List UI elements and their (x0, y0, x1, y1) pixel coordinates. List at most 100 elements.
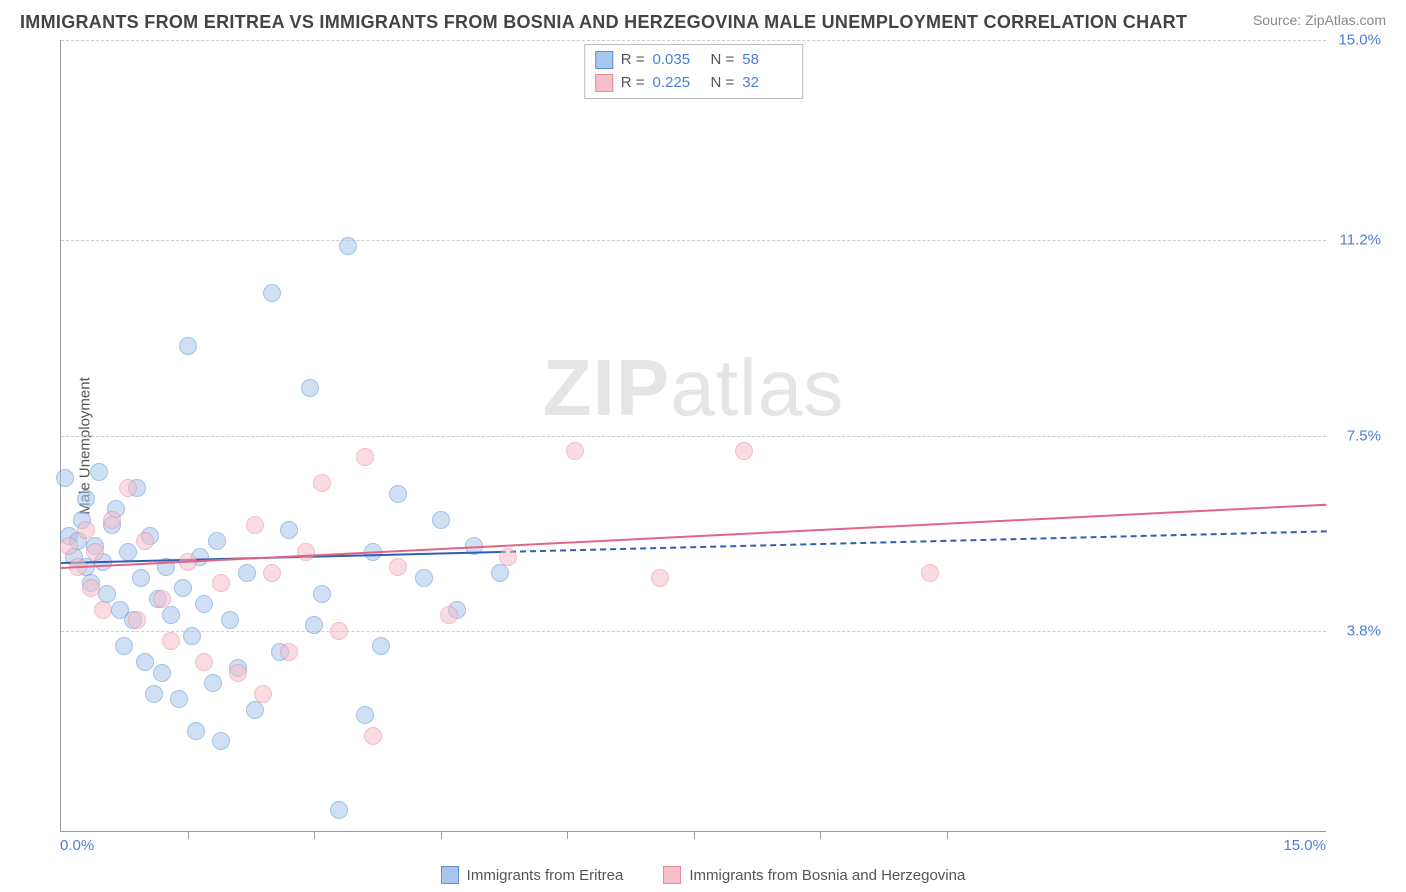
watermark: ZIPatlas (543, 342, 844, 434)
scatter-point (389, 485, 407, 503)
scatter-point (187, 722, 205, 740)
scatter-point (183, 627, 201, 645)
scatter-point (153, 590, 171, 608)
scatter-point (136, 532, 154, 550)
scatter-point (263, 564, 281, 582)
scatter-point (356, 448, 374, 466)
scatter-point (86, 543, 104, 561)
scatter-point (77, 490, 95, 508)
stat-r-label: R = (621, 72, 645, 95)
scatter-point (389, 558, 407, 576)
scatter-point (364, 727, 382, 745)
stat-r-value: 0.035 (653, 49, 703, 72)
scatter-point (432, 511, 450, 529)
stat-n-label: N = (711, 72, 735, 95)
scatter-point (115, 637, 133, 655)
scatter-point (263, 284, 281, 302)
scatter-point (174, 579, 192, 597)
scatter-point (212, 574, 230, 592)
scatter-point (330, 801, 348, 819)
scatter-point (145, 685, 163, 703)
scatter-point (440, 606, 458, 624)
scatter-point (339, 237, 357, 255)
scatter-point (246, 701, 264, 719)
legend-label: Immigrants from Eritrea (467, 867, 624, 884)
stat-n-value: 32 (742, 72, 792, 95)
stats-row: R = 0.035 N = 58 (595, 49, 793, 72)
scatter-point (195, 653, 213, 671)
legend-swatch (663, 866, 681, 884)
chart-title: IMMIGRANTS FROM ERITREA VS IMMIGRANTS FR… (20, 12, 1187, 33)
scatter-point (94, 601, 112, 619)
scatter-point (229, 664, 247, 682)
scatter-point (491, 564, 509, 582)
scatter-point (313, 474, 331, 492)
scatter-point (195, 595, 213, 613)
scatter-point (330, 622, 348, 640)
scatter-point (128, 611, 146, 629)
scatter-point (77, 521, 95, 539)
scatter-point (132, 569, 150, 587)
scatter-point (280, 521, 298, 539)
legend-item: Immigrants from Eritrea (441, 866, 624, 884)
scatter-point (313, 585, 331, 603)
scatter-point (254, 685, 272, 703)
scatter-point (297, 543, 315, 561)
plot-area: ZIPatlas R =0.035N =58R =0.225N =32 3.8%… (60, 40, 1326, 832)
stats-row: R = 0.225 N = 32 (595, 72, 793, 95)
y-tick-label: 15.0% (1338, 32, 1381, 49)
stat-n-value: 58 (742, 49, 792, 72)
legend-swatch (595, 74, 613, 92)
y-tick-label: 11.2% (1340, 232, 1381, 249)
scatter-point (372, 637, 390, 655)
chart-container: Male Unemployment ZIPatlas R =0.035N =58… (60, 40, 1386, 852)
watermark-bold: ZIP (543, 343, 670, 432)
legend-label: Immigrants from Bosnia and Herzegovina (689, 867, 965, 884)
scatter-point (162, 606, 180, 624)
scatter-point (499, 548, 517, 566)
scatter-point (305, 616, 323, 634)
stat-n-label: N = (711, 49, 735, 72)
scatter-point (735, 442, 753, 460)
scatter-point (204, 674, 222, 692)
scatter-point (153, 664, 171, 682)
x-tick (694, 831, 695, 839)
x-tick (947, 831, 948, 839)
scatter-point (208, 532, 226, 550)
scatter-point (301, 379, 319, 397)
scatter-point (280, 643, 298, 661)
x-tick (314, 831, 315, 839)
stats-legend-box: R = 0.035 N = 58 R = 0.225 N = 32 (584, 44, 804, 99)
scatter-point (651, 569, 669, 587)
scatter-point (119, 543, 137, 561)
scatter-point (179, 337, 197, 355)
y-tick-label: 7.5% (1347, 427, 1381, 444)
x-axis-max-label: 15.0% (1283, 837, 1326, 854)
scatter-point (119, 479, 137, 497)
scatter-point (136, 653, 154, 671)
stat-r-value: 0.225 (653, 72, 703, 95)
stat-r-label: R = (621, 49, 645, 72)
scatter-point (212, 732, 230, 750)
scatter-point (356, 706, 374, 724)
gridline (61, 240, 1326, 241)
scatter-point (170, 690, 188, 708)
legend-swatch (595, 51, 613, 69)
scatter-point (221, 611, 239, 629)
y-tick-label: 3.8% (1347, 622, 1381, 639)
scatter-point (238, 564, 256, 582)
legend-bottom: Immigrants from Eritrea Immigrants from B… (0, 866, 1406, 884)
scatter-point (246, 516, 264, 534)
scatter-point (103, 511, 121, 529)
x-tick (188, 831, 189, 839)
scatter-point (921, 564, 939, 582)
scatter-point (60, 537, 78, 555)
scatter-point (56, 469, 74, 487)
gridline (61, 40, 1326, 41)
legend-swatch (441, 866, 459, 884)
x-tick (820, 831, 821, 839)
x-axis-min-label: 0.0% (60, 837, 94, 854)
x-tick (441, 831, 442, 839)
scatter-point (162, 632, 180, 650)
gridline (61, 631, 1326, 632)
